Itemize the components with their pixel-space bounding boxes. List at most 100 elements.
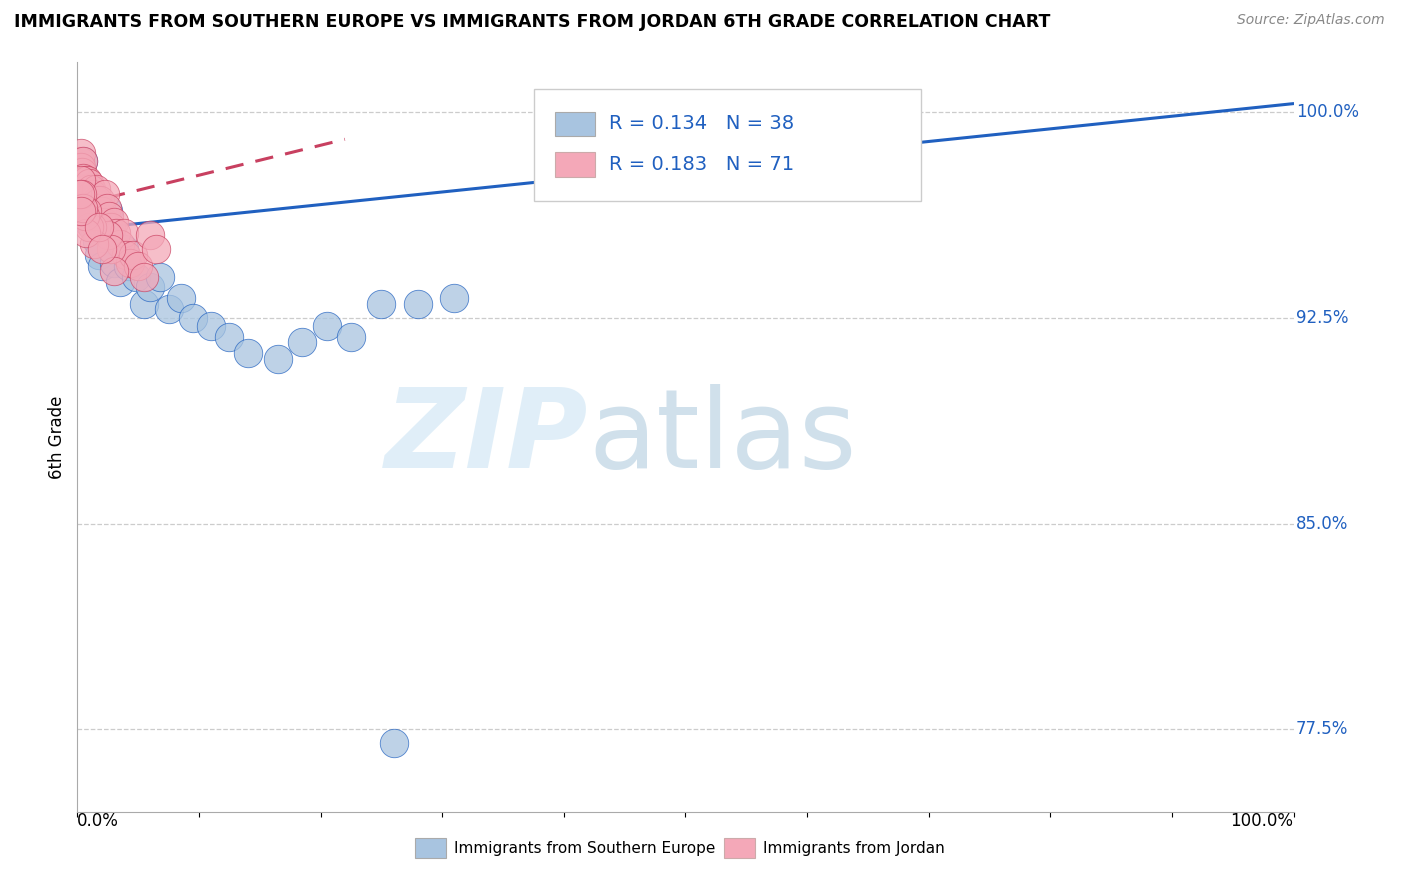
Point: [76, 193, 98, 207]
Point: [127, 259, 149, 273]
Text: R = 0.134   N = 38: R = 0.134 N = 38: [609, 114, 794, 134]
Point: [103, 214, 125, 228]
Point: [112, 242, 135, 256]
Text: Immigrants from Jordan: Immigrants from Jordan: [763, 841, 945, 855]
Point: [105, 226, 128, 240]
Point: [79, 176, 101, 190]
Point: [87, 201, 110, 215]
Point: [200, 318, 222, 333]
Text: ZIP: ZIP: [385, 384, 588, 491]
Point: [77, 187, 100, 202]
Point: [93, 220, 115, 235]
Point: [89, 247, 111, 261]
Text: 77.5%: 77.5%: [1296, 721, 1348, 739]
Point: [100, 242, 122, 256]
Point: [69, 187, 91, 202]
Point: [93, 214, 115, 228]
Text: Immigrants from Southern Europe: Immigrants from Southern Europe: [454, 841, 716, 855]
Point: [70, 176, 93, 190]
Point: [83, 236, 105, 251]
Point: [118, 256, 141, 270]
Text: R = 0.183   N = 71: R = 0.183 N = 71: [609, 154, 794, 174]
Point: [86, 234, 108, 248]
Point: [80, 206, 103, 220]
Point: [77, 203, 100, 218]
Point: [70, 146, 93, 161]
Point: [100, 228, 122, 243]
Y-axis label: 6th Grade: 6th Grade: [48, 395, 66, 479]
Point: [80, 182, 103, 196]
Point: [70, 193, 93, 207]
Text: 100.0%: 100.0%: [1230, 812, 1294, 830]
Point: [67, 173, 90, 187]
Point: [72, 154, 94, 169]
Point: [82, 193, 104, 207]
Point: [79, 220, 101, 235]
Point: [97, 203, 120, 218]
Point: [103, 264, 125, 278]
Point: [73, 209, 96, 223]
Point: [79, 193, 101, 207]
Point: [90, 242, 112, 256]
Point: [75, 201, 97, 215]
Point: [90, 203, 112, 218]
Point: [90, 259, 112, 273]
Point: [181, 310, 204, 325]
Point: [89, 214, 111, 228]
Point: [70, 193, 93, 207]
Point: [267, 351, 290, 366]
Point: [89, 220, 111, 235]
Point: [139, 228, 162, 243]
Point: [82, 214, 104, 228]
Point: [67, 160, 90, 174]
Text: 85.0%: 85.0%: [1296, 515, 1348, 533]
Point: [443, 292, 465, 306]
Point: [76, 203, 98, 218]
Point: [75, 201, 97, 215]
Text: Source: ZipAtlas.com: Source: ZipAtlas.com: [1237, 13, 1385, 28]
Point: [73, 173, 96, 187]
Point: [70, 187, 93, 202]
Point: [382, 736, 405, 750]
Point: [80, 220, 103, 235]
Point: [115, 247, 138, 261]
Point: [84, 182, 107, 196]
Point: [69, 154, 91, 169]
Point: [72, 154, 94, 169]
Text: atlas: atlas: [588, 384, 856, 491]
Point: [112, 226, 135, 240]
Point: [97, 220, 120, 235]
Point: [70, 173, 93, 187]
Point: [75, 182, 97, 196]
Point: [83, 220, 105, 235]
Point: [76, 173, 98, 187]
Point: [84, 203, 107, 218]
Point: [103, 256, 125, 270]
Text: 100.0%: 100.0%: [1296, 103, 1360, 120]
Point: [100, 220, 122, 235]
Point: [145, 242, 167, 256]
Text: 0.0%: 0.0%: [77, 812, 120, 830]
Point: [236, 346, 259, 360]
Point: [70, 165, 93, 179]
Point: [73, 187, 96, 202]
Point: [86, 193, 108, 207]
Point: [73, 187, 96, 202]
Point: [70, 203, 93, 218]
Point: [315, 318, 337, 333]
Point: [97, 209, 120, 223]
Point: [89, 193, 111, 207]
Point: [97, 228, 120, 243]
Point: [77, 214, 100, 228]
Point: [370, 297, 392, 311]
Point: [70, 173, 93, 187]
Text: 92.5%: 92.5%: [1296, 309, 1348, 326]
Point: [69, 165, 91, 179]
Point: [79, 193, 101, 207]
Point: [76, 182, 98, 196]
Point: [340, 330, 363, 344]
Point: [122, 247, 145, 261]
Point: [80, 203, 103, 218]
Point: [406, 297, 429, 311]
Point: [134, 297, 156, 311]
